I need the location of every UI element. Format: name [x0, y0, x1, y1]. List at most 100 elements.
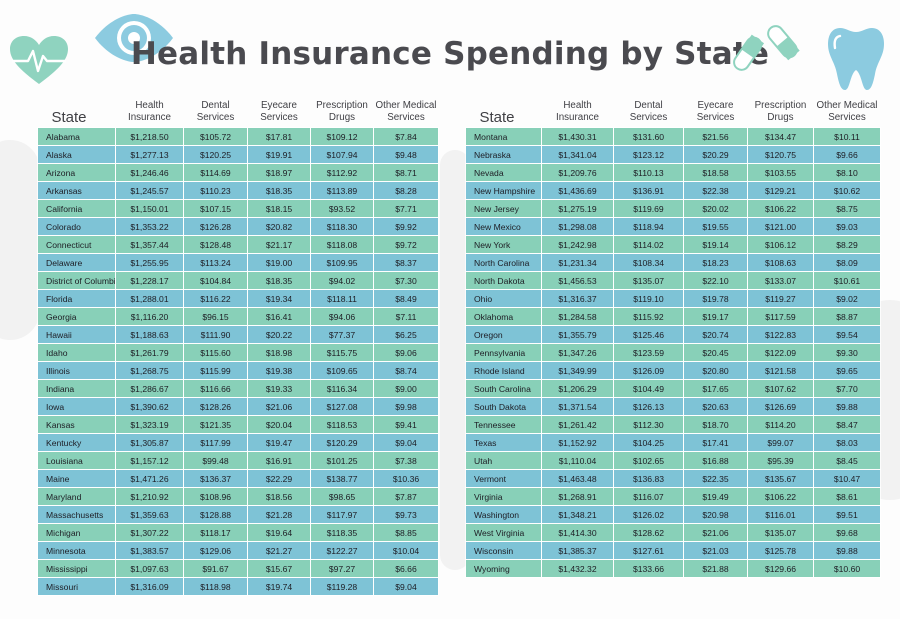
state-cell: Arizona — [37, 163, 116, 182]
state-cell: Illinois — [37, 361, 116, 380]
table-row: New Hampshire $1,436.69 $136.91 $22.38 $129.… — [465, 181, 881, 200]
health-insurance-cell: $1,463.48 — [541, 469, 614, 488]
eyecare-cell: $20.82 — [247, 217, 311, 236]
state-cell: Minnesota — [37, 541, 116, 560]
dental-cell: $114.69 — [183, 163, 248, 182]
health-insurance-cell: $1,471.26 — [115, 469, 184, 488]
health-insurance-cell: $1,231.34 — [541, 253, 614, 272]
eyecare-cell: $19.64 — [247, 523, 311, 542]
eyecare-cell: $22.35 — [683, 469, 748, 488]
prescription-cell: $133.07 — [747, 271, 814, 290]
dental-cell: $104.49 — [613, 379, 684, 398]
dental-cell: $136.83 — [613, 469, 684, 488]
other-medical-cell: $9.92 — [373, 217, 439, 236]
health-insurance-cell: $1,152.92 — [541, 433, 614, 452]
other-medical-cell: $9.72 — [373, 235, 439, 254]
other-medical-cell: $9.51 — [813, 505, 881, 524]
eyecare-cell: $17.65 — [683, 379, 748, 398]
table-row: North Dakota $1,456.53 $135.07 $22.10 $133.0… — [465, 271, 881, 290]
table-row: New York $1,242.98 $114.02 $19.14 $106.12 $8.… — [465, 235, 881, 254]
state-cell: Idaho — [37, 343, 116, 362]
health-insurance-cell: $1,341.04 — [541, 145, 614, 164]
state-cell: North Carolina — [465, 253, 542, 272]
health-insurance-cell: $1,277.13 — [115, 145, 184, 164]
left-table-body: Alabama $1,218.50 $105.72 $17.81 $109.12 $7.8… — [37, 127, 439, 596]
dental-cell: $118.94 — [613, 217, 684, 236]
dental-cell: $116.07 — [613, 487, 684, 506]
prescription-cell: $127.08 — [310, 397, 374, 416]
table-row: New Jersey $1,275.19 $119.69 $20.02 $106.22 $… — [465, 199, 881, 218]
table-row: New Mexico $1,298.08 $118.94 $19.55 $121.00 $… — [465, 217, 881, 236]
right-table-body: Montana $1,430.31 $131.60 $21.56 $134.47 $10.… — [465, 127, 881, 578]
eyecare-cell: $18.23 — [683, 253, 748, 272]
health-insurance-cell: $1,188.63 — [115, 325, 184, 344]
state-cell: Vermont — [465, 469, 542, 488]
eyecare-cell: $19.49 — [683, 487, 748, 506]
other-medical-cell: $9.48 — [373, 145, 439, 164]
prescription-cell: $94.02 — [310, 271, 374, 290]
health-insurance-cell: $1,371.54 — [541, 397, 614, 416]
eyecare-cell: $17.81 — [247, 127, 311, 146]
dental-cell: $118.17 — [183, 523, 248, 542]
state-cell: Georgia — [37, 307, 116, 326]
table-row: Wisconsin $1,385.37 $127.61 $21.03 $125.78 $9… — [465, 541, 881, 560]
state-column-header: State — [479, 109, 515, 126]
left-state-table: State Health Insurance Dental Services Eye… — [37, 96, 439, 596]
dental-cell: $118.98 — [183, 577, 248, 596]
table-row: Wyoming $1,432.32 $133.66 $21.88 $129.66 $10.… — [465, 559, 881, 578]
prescription-cell: $114.20 — [747, 415, 814, 434]
prescription-cell: $103.55 — [747, 163, 814, 182]
state-cell: Connecticut — [37, 235, 116, 254]
eyecare-cell: $15.67 — [247, 559, 311, 578]
dental-cell: $135.07 — [613, 271, 684, 290]
health-insurance-cell: $1,206.29 — [541, 379, 614, 398]
other-medical-cell: $9.04 — [373, 433, 439, 452]
eyecare-cell: $20.29 — [683, 145, 748, 164]
dental-cell: $128.48 — [183, 235, 248, 254]
dental-cell: $115.99 — [183, 361, 248, 380]
other-medical-cell: $8.09 — [813, 253, 881, 272]
dental-cell: $91.67 — [183, 559, 248, 578]
dental-cell: $105.72 — [183, 127, 248, 146]
health-insurance-cell: $1,298.08 — [541, 217, 614, 236]
prescription-cell: $109.95 — [310, 253, 374, 272]
table-row: Nebraska $1,341.04 $123.12 $20.29 $120.75 $9.… — [465, 145, 881, 164]
prescription-drugs-header: Prescription Drugs — [754, 100, 807, 123]
state-cell: South Carolina — [465, 379, 542, 398]
dental-cell: $123.12 — [613, 145, 684, 164]
prescription-cell: $119.28 — [310, 577, 374, 596]
dental-cell: $120.25 — [183, 145, 248, 164]
dental-cell: $116.66 — [183, 379, 248, 398]
state-cell: Kentucky — [37, 433, 116, 452]
eyecare-cell: $21.28 — [247, 505, 311, 524]
other-medical-cell: $9.66 — [813, 145, 881, 164]
dental-cell: $121.35 — [183, 415, 248, 434]
dental-cell: $115.92 — [613, 307, 684, 326]
dental-cell: $115.60 — [183, 343, 248, 362]
table-row: South Carolina $1,206.29 $104.49 $17.65 $107… — [465, 379, 881, 398]
state-cell: New York — [465, 235, 542, 254]
eyecare-services-header: Eyecare Services — [260, 100, 298, 123]
table-row: Idaho $1,261.79 $115.60 $18.98 $115.75 $9.06 — [37, 343, 439, 362]
state-cell: New Hampshire — [465, 181, 542, 200]
table-row: Maryland $1,210.92 $108.96 $18.56 $98.65 $7.8… — [37, 487, 439, 506]
state-cell: Hawaii — [37, 325, 116, 344]
table-row: Washington $1,348.21 $126.02 $20.98 $116.01 $… — [465, 505, 881, 524]
table-row: Maine $1,471.26 $136.37 $22.29 $138.77 $10.36 — [37, 469, 439, 488]
prescription-cell: $97.27 — [310, 559, 374, 578]
eyecare-cell: $19.14 — [683, 235, 748, 254]
other-medical-cell: $10.60 — [813, 559, 881, 578]
health-insurance-cell: $1,245.57 — [115, 181, 184, 200]
table-row: West Virginia $1,414.30 $128.62 $21.06 $135.… — [465, 523, 881, 542]
other-medical-cell: $8.74 — [373, 361, 439, 380]
other-medical-cell: $8.61 — [813, 487, 881, 506]
other-medical-cell: $6.66 — [373, 559, 439, 578]
prescription-cell: $135.07 — [747, 523, 814, 542]
state-cell: Indiana — [37, 379, 116, 398]
eyecare-cell: $21.56 — [683, 127, 748, 146]
dental-cell: $131.60 — [613, 127, 684, 146]
table-row: Michigan $1,307.22 $118.17 $19.64 $118.35 $8.… — [37, 523, 439, 542]
state-cell: Delaware — [37, 253, 116, 272]
table-row: Missouri $1,316.09 $118.98 $19.74 $119.28 $9.… — [37, 577, 439, 596]
prescription-cell: $118.08 — [310, 235, 374, 254]
